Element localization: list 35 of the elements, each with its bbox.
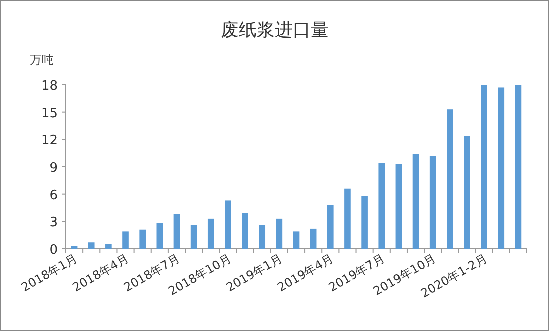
bar <box>396 164 402 249</box>
y-axis-title: 万吨 <box>30 53 54 67</box>
y-tick-label: 0 <box>50 243 58 258</box>
y-tick-label: 15 <box>41 106 58 122</box>
y-tick-label: 3 <box>50 216 58 231</box>
y-tick-label: 9 <box>50 161 58 176</box>
bar <box>225 200 232 249</box>
bar <box>276 218 283 249</box>
bar <box>208 218 214 249</box>
bar <box>362 196 368 249</box>
bar <box>88 242 95 249</box>
y-tick-label: 18 <box>41 79 58 94</box>
y-tick-label: 6 <box>50 188 58 204</box>
bar <box>464 136 470 249</box>
bar <box>447 110 454 249</box>
bar <box>156 223 164 249</box>
bar <box>106 244 112 249</box>
y-tick-label: 12 <box>41 134 58 149</box>
bar <box>310 228 317 249</box>
bar <box>293 232 300 249</box>
bar <box>481 85 488 249</box>
bar <box>412 154 420 249</box>
bar <box>174 214 180 249</box>
bar <box>327 205 334 249</box>
bar <box>242 213 248 249</box>
chart-title: 废纸浆进口量 <box>221 20 329 41</box>
bar <box>378 163 386 249</box>
bar <box>344 188 351 249</box>
bar <box>259 225 266 249</box>
bar <box>515 85 522 249</box>
bar <box>190 225 198 249</box>
bar <box>140 230 146 249</box>
bar <box>122 232 129 249</box>
bar <box>498 88 505 249</box>
bar <box>430 156 436 249</box>
